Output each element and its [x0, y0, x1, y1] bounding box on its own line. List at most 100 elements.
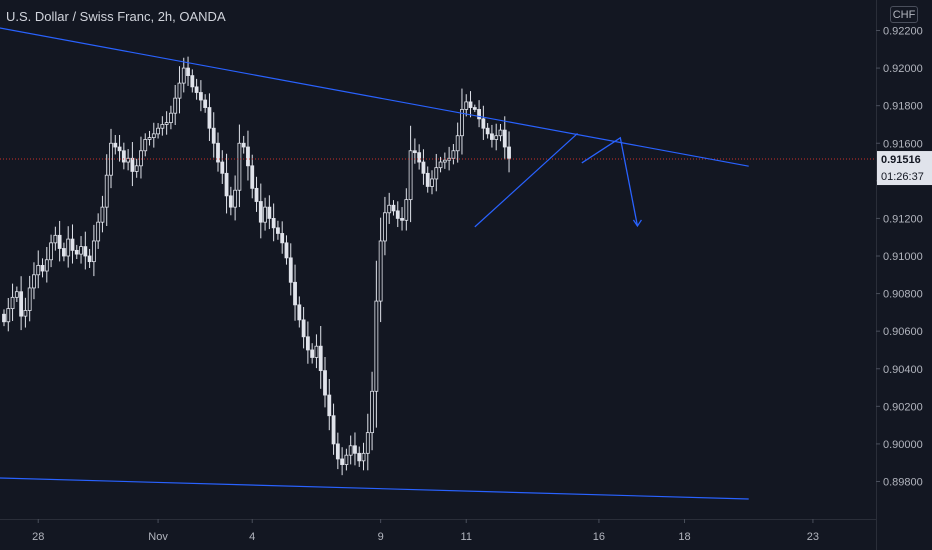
- candle-body: [32, 274, 36, 289]
- candle-body: [62, 248, 66, 257]
- candle-body: [207, 107, 212, 129]
- time-axis-label: 11: [461, 531, 472, 543]
- candle: [228, 186, 233, 216]
- candle-body: [23, 310, 28, 317]
- candle-body: [267, 206, 272, 219]
- candle: [305, 321, 310, 364]
- candle: [10, 283, 15, 321]
- candle: [254, 176, 259, 212]
- candle-body: [57, 234, 62, 249]
- candle: [490, 124, 494, 148]
- candle: [288, 243, 293, 296]
- candle: [378, 217, 383, 323]
- candle: [246, 130, 250, 181]
- candle: [348, 435, 353, 465]
- candle-body: [177, 82, 182, 99]
- candle-body: [485, 127, 490, 135]
- candle: [173, 84, 178, 126]
- candle-body: [40, 264, 45, 272]
- candle-body: [353, 445, 357, 454]
- candle: [79, 236, 83, 264]
- candle: [494, 123, 499, 151]
- candle: [23, 297, 28, 328]
- candle: [211, 112, 216, 158]
- candle: [331, 403, 336, 455]
- candle: [203, 94, 208, 113]
- candle: [6, 297, 11, 332]
- time-axis-label: 9: [378, 531, 384, 543]
- candle: [134, 158, 139, 178]
- candle-body: [340, 458, 345, 465]
- candle-body: [241, 142, 246, 148]
- candle: [340, 447, 345, 476]
- candle-body: [126, 157, 131, 163]
- candle: [237, 124, 242, 208]
- time-axis-label: 18: [678, 531, 690, 543]
- candle-body: [430, 178, 434, 187]
- price-axis-label: 0.90200: [883, 401, 923, 413]
- candle: [53, 226, 58, 251]
- candle-body: [70, 238, 75, 251]
- candle: [357, 446, 362, 467]
- candle: [87, 248, 92, 268]
- price-axis-label: 0.90000: [883, 439, 923, 451]
- candle: [425, 166, 430, 193]
- time-axis-label: 4: [249, 531, 255, 543]
- candle: [374, 260, 379, 428]
- candle: [83, 231, 88, 270]
- candle: [353, 432, 357, 466]
- candle-body: [370, 390, 374, 434]
- candle-body: [331, 415, 336, 445]
- candle: [365, 413, 370, 471]
- candle-body: [216, 142, 220, 163]
- candle: [220, 150, 225, 184]
- candle-body: [348, 445, 353, 456]
- candle-body: [224, 172, 229, 197]
- price-axis-label: 0.90600: [883, 326, 923, 338]
- candle: [139, 136, 143, 179]
- candle-body: [104, 174, 109, 208]
- candle: [387, 192, 392, 224]
- candle-body: [335, 443, 340, 460]
- currency-button[interactable]: CHF: [890, 6, 918, 23]
- candle: [263, 197, 267, 231]
- candle-body: [83, 246, 88, 257]
- price-tag-countdown: 01:26:37: [881, 171, 924, 183]
- candle-body: [211, 127, 216, 144]
- candle-body: [263, 206, 267, 223]
- candle-body: [147, 137, 152, 140]
- candle-body: [276, 227, 280, 234]
- candle-body: [237, 142, 242, 191]
- candle: [100, 195, 105, 233]
- candle-body: [434, 167, 439, 180]
- candle: [19, 276, 24, 331]
- candle-body: [305, 336, 310, 351]
- candle: [271, 203, 276, 242]
- projection-arrow: [581, 136, 639, 227]
- candle-body: [468, 101, 473, 108]
- candle-body: [344, 454, 349, 465]
- candle-body: [477, 109, 481, 120]
- candle-body: [139, 150, 143, 167]
- candle-body: [425, 172, 430, 187]
- candle: [258, 183, 263, 239]
- candle: [280, 221, 285, 254]
- candle: [207, 93, 212, 141]
- candle-body: [507, 146, 511, 159]
- candle-body: [271, 218, 276, 229]
- candle: [314, 334, 319, 369]
- candle: [323, 357, 327, 408]
- candle: [276, 220, 280, 240]
- candle-body: [96, 221, 101, 242]
- candle-body: [455, 135, 460, 152]
- candle: [421, 149, 426, 185]
- candle-body: [323, 370, 327, 396]
- trendline: [0, 477, 749, 500]
- candle: [468, 91, 473, 118]
- candle: [70, 224, 75, 264]
- candle: [284, 235, 289, 265]
- candle-body: [130, 157, 135, 172]
- candle-body: [412, 150, 417, 154]
- candle: [400, 207, 404, 231]
